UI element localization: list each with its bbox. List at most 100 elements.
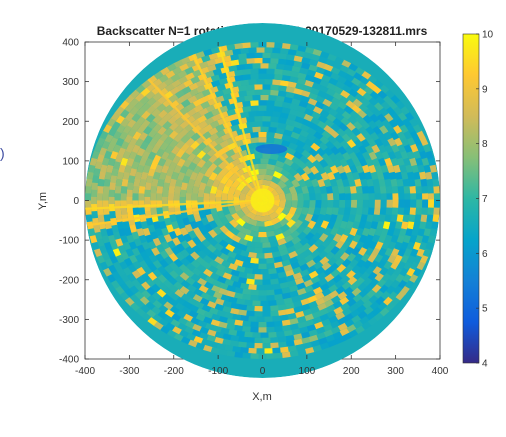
backscatter-cell bbox=[420, 213, 428, 223]
backscatter-cell bbox=[112, 161, 121, 171]
backscatter-cell bbox=[299, 123, 310, 132]
backscatter-cell bbox=[293, 241, 304, 251]
backscatter-cell bbox=[175, 148, 186, 159]
backscatter-cell bbox=[338, 192, 346, 201]
backscatter-cell bbox=[126, 196, 133, 205]
backscatter-cell bbox=[188, 339, 199, 348]
backscatter-cell bbox=[308, 328, 320, 337]
backscatter-cell bbox=[424, 170, 433, 180]
backscatter-cell bbox=[273, 42, 283, 49]
backscatter-cell bbox=[358, 220, 367, 230]
backscatter-cell bbox=[281, 185, 291, 195]
backscatter-cell bbox=[158, 132, 169, 143]
backscatter-cell bbox=[314, 219, 323, 230]
backscatter-cell bbox=[403, 206, 411, 216]
backscatter-cell bbox=[150, 145, 161, 155]
backscatter-cell bbox=[131, 231, 140, 241]
backscatter-cell bbox=[425, 240, 434, 251]
backscatter-cell bbox=[196, 141, 207, 152]
backscatter-cell bbox=[328, 238, 339, 249]
backscatter-cell bbox=[198, 182, 207, 191]
backscatter-cell bbox=[272, 222, 283, 231]
backscatter-cell bbox=[284, 118, 295, 127]
backscatter-cell bbox=[246, 240, 256, 248]
backscatter-cell bbox=[250, 326, 260, 333]
backscatter-cell bbox=[184, 168, 194, 178]
backscatter-cell bbox=[415, 234, 424, 244]
backscatter-cell bbox=[241, 68, 251, 76]
backscatter-cell bbox=[319, 341, 331, 350]
backscatter-cell bbox=[139, 250, 150, 261]
backscatter-cell bbox=[288, 70, 299, 78]
backscatter-cell bbox=[96, 137, 106, 147]
backscatter-cell bbox=[197, 107, 209, 117]
backscatter-cell bbox=[271, 47, 281, 54]
backscatter-cell bbox=[191, 281, 203, 290]
backscatter-cell bbox=[262, 215, 272, 222]
backscatter-cell bbox=[129, 168, 138, 178]
backscatter-cell bbox=[349, 206, 357, 216]
backscatter-cell bbox=[266, 326, 276, 333]
backscatter-cell bbox=[392, 192, 399, 201]
backscatter-cell bbox=[171, 221, 180, 230]
backscatter-cell bbox=[218, 321, 229, 329]
backscatter-cell bbox=[128, 241, 138, 251]
backscatter-cell bbox=[284, 152, 295, 161]
backscatter-cell bbox=[266, 353, 276, 359]
backscatter-cell bbox=[304, 213, 314, 223]
backscatter-cell bbox=[208, 340, 220, 349]
backscatter-cell bbox=[290, 161, 301, 171]
backscatter-cell bbox=[230, 274, 241, 283]
backscatter-cell bbox=[342, 227, 352, 237]
backscatter-cell bbox=[274, 352, 284, 359]
backscatter-cell bbox=[288, 136, 299, 145]
backscatter-cell bbox=[313, 171, 323, 181]
backscatter-cell bbox=[414, 177, 422, 187]
backscatter-cell bbox=[307, 92, 318, 101]
backscatter-cell bbox=[241, 100, 251, 108]
backscatter-cell bbox=[101, 235, 110, 245]
backscatter-cell bbox=[422, 143, 432, 153]
backscatter-cell bbox=[215, 129, 226, 138]
backscatter-cell bbox=[402, 177, 410, 187]
backscatter-cell bbox=[308, 270, 320, 279]
backscatter-cell bbox=[241, 42, 251, 49]
backscatter-cell bbox=[147, 224, 156, 234]
backscatter-cell bbox=[418, 170, 427, 180]
backscatter-cell bbox=[214, 303, 225, 312]
backscatter-cell bbox=[374, 150, 384, 160]
backscatter-cell bbox=[207, 127, 219, 136]
backscatter-cell bbox=[323, 164, 333, 174]
backscatter-cell bbox=[296, 72, 307, 80]
backscatter-cell bbox=[240, 347, 250, 354]
backscatter-cell bbox=[180, 240, 191, 250]
backscatter-cell bbox=[316, 165, 326, 175]
backscatter-cell bbox=[364, 170, 373, 180]
backscatter-cell bbox=[131, 144, 141, 154]
backscatter-cell bbox=[406, 240, 416, 251]
backscatter-cell bbox=[247, 79, 257, 85]
backscatter-cell bbox=[286, 147, 297, 156]
backscatter-cell bbox=[156, 193, 163, 202]
backscatter-cell bbox=[282, 229, 293, 238]
backscatter-cell bbox=[200, 292, 211, 301]
backscatter-cell bbox=[409, 142, 419, 153]
near-range-hotspot bbox=[250, 188, 275, 213]
backscatter-cell bbox=[273, 200, 281, 207]
backscatter-cell bbox=[320, 74, 332, 83]
backscatter-cell bbox=[325, 206, 334, 216]
backscatter-cell bbox=[339, 157, 349, 168]
backscatter-cell bbox=[151, 178, 159, 188]
backscatter-cell bbox=[217, 231, 228, 241]
backscatter-cell bbox=[152, 237, 162, 248]
backscatter-cell bbox=[279, 248, 290, 257]
backscatter-cell bbox=[266, 230, 276, 238]
backscatter-cell bbox=[224, 344, 235, 352]
backscatter-cell bbox=[299, 326, 310, 334]
backscatter-cell bbox=[289, 350, 300, 357]
backscatter-cell bbox=[248, 252, 258, 259]
backscatter-cell bbox=[209, 185, 218, 195]
backscatter-cell bbox=[303, 107, 314, 116]
backscatter-cell bbox=[396, 143, 406, 153]
